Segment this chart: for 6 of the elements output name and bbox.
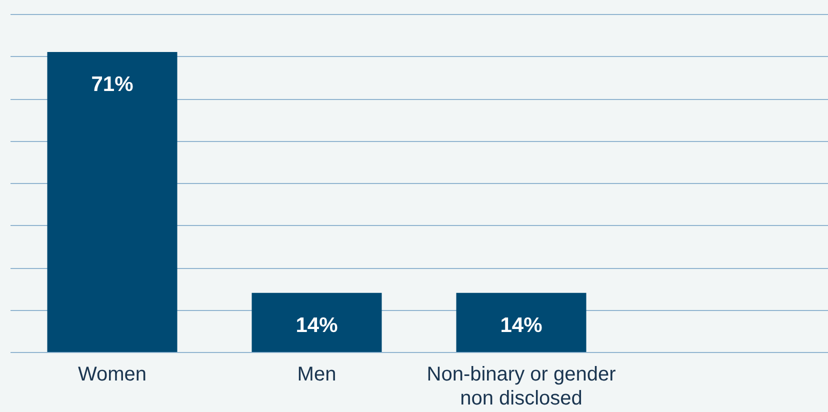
data-label: 71%: [91, 73, 134, 96]
data-label: 14%: [500, 314, 543, 337]
x-tick-label: Women: [78, 364, 147, 386]
x-tick-label: Non-binary or gender non disclosed: [426, 364, 616, 410]
x-tick-label: Men: [297, 364, 336, 386]
data-label: 14%: [296, 314, 338, 337]
